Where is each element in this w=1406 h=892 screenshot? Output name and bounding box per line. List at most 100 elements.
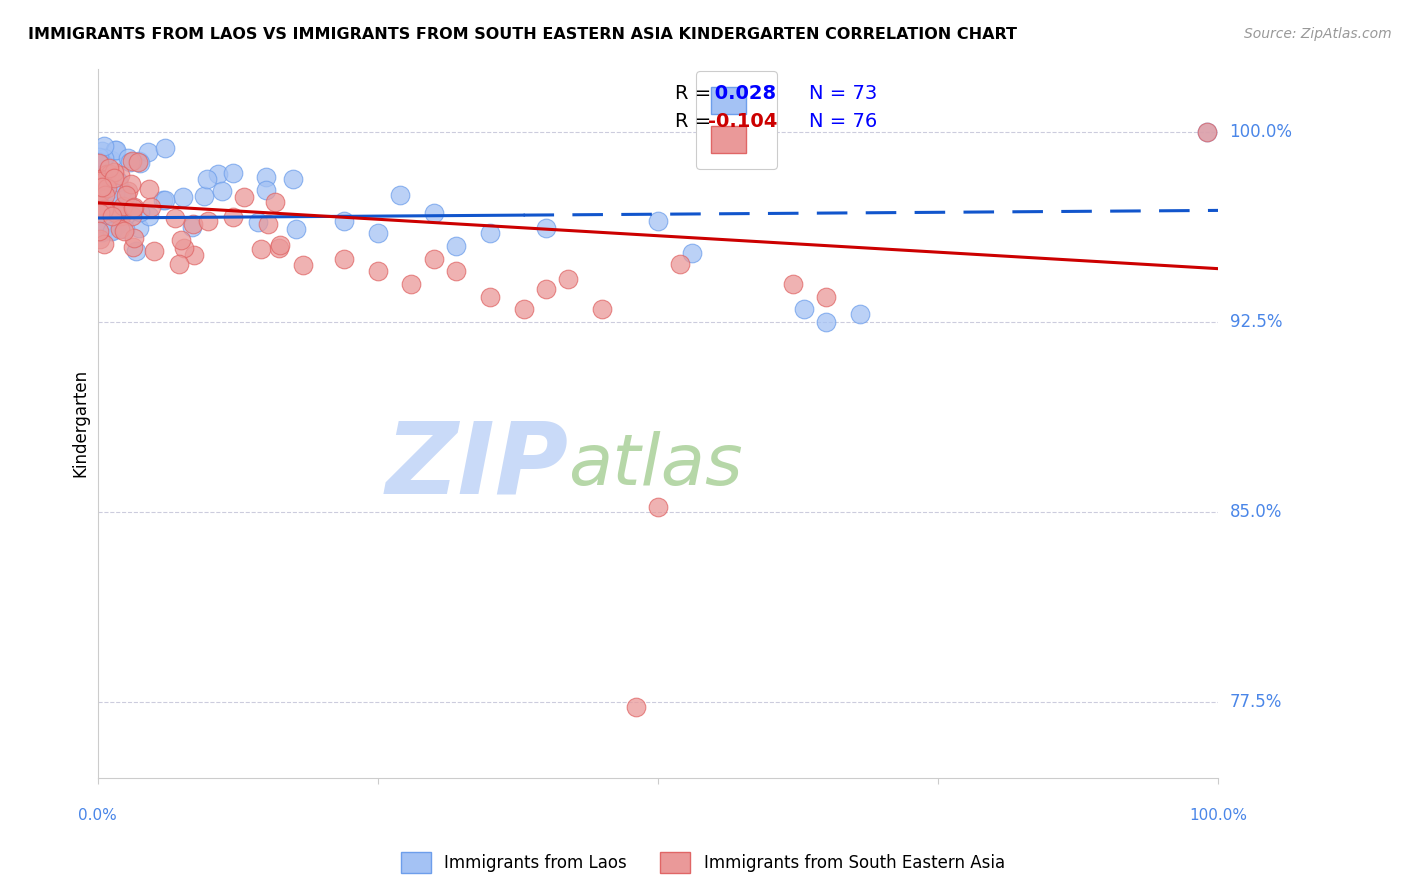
Point: [367, 226, 389, 240]
Point: [94, 173, 117, 187]
Point: [143, 244, 166, 258]
Point: [93, 182, 115, 196]
Point: [254, 169, 277, 184]
Point: [114, 222, 136, 236]
Point: [110, 221, 132, 235]
Text: 77.5%: 77.5%: [1230, 693, 1282, 711]
Point: [115, 187, 138, 202]
Point: [423, 252, 446, 266]
Point: [180, 219, 202, 234]
Point: [90, 185, 112, 199]
Point: [153, 141, 176, 155]
Point: [87, 150, 110, 164]
Point: [89, 232, 111, 246]
Point: [207, 167, 229, 181]
Point: [90, 192, 112, 206]
Point: [93, 195, 115, 210]
Point: [122, 231, 145, 245]
Point: [103, 165, 125, 179]
Point: [110, 209, 132, 223]
Point: [173, 241, 195, 255]
Point: [333, 252, 356, 266]
Point: [96, 167, 118, 181]
Point: [211, 184, 233, 198]
Point: [534, 282, 557, 296]
Text: IMMIGRANTS FROM LAOS VS IMMIGRANTS FROM SOUTH EASTERN ASIA KINDERGARTEN CORRELAT: IMMIGRANTS FROM LAOS VS IMMIGRANTS FROM …: [28, 27, 1017, 42]
Point: [169, 233, 191, 247]
Point: [163, 211, 186, 225]
Point: [89, 221, 111, 235]
Point: [97, 203, 120, 218]
Point: [129, 155, 152, 169]
Point: [93, 194, 115, 209]
Point: [98, 161, 121, 176]
Point: [669, 257, 692, 271]
Point: [124, 244, 146, 259]
Point: [815, 289, 838, 303]
Point: [117, 184, 139, 198]
Point: [93, 216, 115, 230]
Point: [104, 143, 127, 157]
Point: [138, 182, 160, 196]
Point: [93, 202, 115, 216]
Point: [93, 178, 115, 192]
Point: [256, 183, 278, 197]
Point: [105, 218, 128, 232]
Point: [291, 258, 314, 272]
Point: [90, 174, 112, 188]
Point: [1197, 125, 1219, 139]
Point: [197, 214, 219, 228]
Point: [389, 188, 412, 202]
Y-axis label: Kindergarten: Kindergarten: [72, 369, 89, 477]
Point: [89, 173, 111, 187]
Point: [93, 237, 115, 252]
Point: [91, 180, 114, 194]
Point: [122, 200, 145, 214]
Text: N = 73: N = 73: [810, 84, 877, 103]
Point: [152, 194, 174, 208]
Point: [264, 194, 287, 209]
Point: [557, 272, 579, 286]
Point: [89, 206, 111, 220]
Point: [269, 238, 291, 252]
Point: [624, 700, 647, 714]
Point: [117, 151, 139, 165]
Point: [478, 289, 501, 303]
Point: [104, 186, 127, 201]
Point: [1197, 125, 1219, 139]
Point: [285, 222, 308, 236]
Point: [167, 257, 190, 271]
Point: [112, 224, 135, 238]
Legend: Immigrants from Laos, Immigrants from South Eastern Asia: Immigrants from Laos, Immigrants from So…: [395, 846, 1011, 880]
Point: [101, 209, 124, 223]
Point: [91, 216, 114, 230]
Point: [121, 153, 143, 168]
Point: [121, 202, 143, 216]
Point: [250, 243, 273, 257]
Point: [89, 224, 111, 238]
Point: [193, 189, 215, 203]
Point: [121, 240, 143, 254]
Text: 0.028: 0.028: [709, 84, 776, 103]
Text: 92.5%: 92.5%: [1230, 313, 1282, 331]
Point: [591, 302, 613, 317]
Point: [139, 200, 162, 214]
Text: atlas: atlas: [568, 432, 742, 500]
Point: [91, 144, 114, 158]
Point: [104, 206, 127, 220]
Point: [401, 277, 423, 291]
Point: [94, 217, 117, 231]
Point: [108, 169, 131, 183]
Point: [97, 169, 120, 184]
Text: 100.0%: 100.0%: [1189, 808, 1247, 823]
Point: [120, 155, 142, 169]
Point: [195, 172, 218, 186]
Point: [107, 176, 129, 190]
Point: [446, 239, 468, 253]
Point: [101, 224, 124, 238]
Point: [87, 180, 110, 194]
Point: [87, 181, 110, 195]
Point: [129, 204, 152, 219]
Point: [101, 223, 124, 237]
Point: [222, 166, 245, 180]
